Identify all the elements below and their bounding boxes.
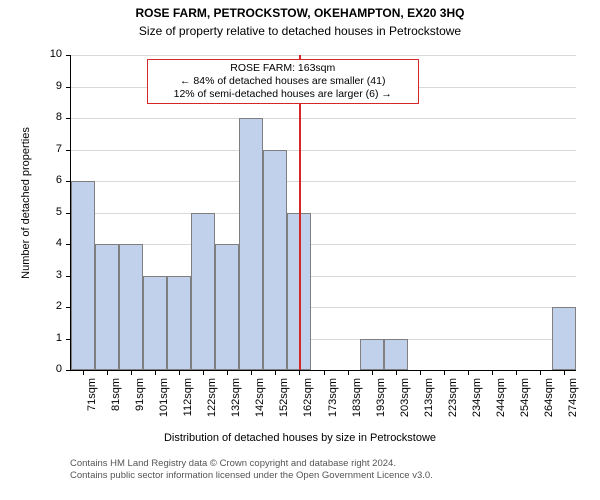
y-tick-mark xyxy=(66,150,71,151)
gridline xyxy=(71,181,576,182)
y-tick-label: 8 xyxy=(32,111,62,123)
x-tick-mark xyxy=(155,370,156,375)
histogram-bar xyxy=(191,213,215,371)
callout-line: ← 84% of detached houses are smaller (41… xyxy=(152,75,414,88)
x-tick-label: 183sqm xyxy=(351,378,363,438)
x-tick-label: 193sqm xyxy=(375,378,387,438)
x-tick-label: 173sqm xyxy=(327,378,339,438)
x-tick-mark xyxy=(420,370,421,375)
chart-title: ROSE FARM, PETROCKSTOW, OKEHAMPTON, EX20… xyxy=(0,6,600,20)
x-tick-label: 264sqm xyxy=(543,378,555,438)
callout-box: ROSE FARM: 163sqm← 84% of detached house… xyxy=(147,59,419,104)
x-tick-label: 213sqm xyxy=(423,378,435,438)
gridline xyxy=(71,213,576,214)
y-tick-mark xyxy=(66,87,71,88)
x-tick-mark xyxy=(324,370,325,375)
gridline xyxy=(71,150,576,151)
x-tick-mark xyxy=(83,370,84,375)
x-tick-label: 254sqm xyxy=(519,378,531,438)
y-axis-label: Number of detached properties xyxy=(20,103,32,303)
x-tick-label: 122sqm xyxy=(206,378,218,438)
x-tick-mark xyxy=(251,370,252,375)
x-tick-mark xyxy=(227,370,228,375)
y-tick-label: 10 xyxy=(32,48,62,60)
histogram-bar xyxy=(167,276,191,371)
x-tick-label: 223sqm xyxy=(447,378,459,438)
histogram-bar xyxy=(215,244,239,370)
footer: Contains HM Land Registry data © Crown c… xyxy=(70,458,600,482)
histogram-bar xyxy=(71,181,95,370)
histogram-bar xyxy=(384,339,408,371)
x-tick-mark xyxy=(516,370,517,375)
x-tick-label: 274sqm xyxy=(567,378,579,438)
histogram-bar xyxy=(119,244,143,370)
chart-subtitle: Size of property relative to detached ho… xyxy=(0,24,600,38)
y-tick-label: 4 xyxy=(32,237,62,249)
y-tick-label: 2 xyxy=(32,300,62,312)
gridline xyxy=(71,244,576,245)
x-tick-label: 162sqm xyxy=(302,378,314,438)
gridline xyxy=(71,118,576,119)
gridline xyxy=(71,55,576,56)
x-tick-mark xyxy=(131,370,132,375)
x-tick-mark xyxy=(348,370,349,375)
x-tick-mark xyxy=(107,370,108,375)
y-tick-label: 6 xyxy=(32,174,62,186)
y-tick-label: 5 xyxy=(32,206,62,218)
histogram-bar xyxy=(263,150,287,371)
x-tick-label: 101sqm xyxy=(158,378,170,438)
x-tick-label: 71sqm xyxy=(86,378,98,438)
footer-line2: Contains public sector information licen… xyxy=(70,470,600,482)
y-tick-mark xyxy=(66,118,71,119)
x-tick-mark xyxy=(179,370,180,375)
y-tick-label: 7 xyxy=(32,143,62,155)
histogram-bar xyxy=(143,276,167,371)
histogram-bar xyxy=(95,244,119,370)
x-tick-label: 132sqm xyxy=(230,378,242,438)
chart-container: ROSE FARM, PETROCKSTOW, OKEHAMPTON, EX20… xyxy=(0,0,600,500)
x-tick-mark xyxy=(372,370,373,375)
x-tick-label: 142sqm xyxy=(254,378,266,438)
histogram-bar xyxy=(239,118,263,370)
y-tick-mark xyxy=(66,55,71,56)
histogram-bar xyxy=(360,339,384,371)
y-tick-label: 0 xyxy=(32,363,62,375)
x-tick-label: 203sqm xyxy=(399,378,411,438)
x-tick-label: 244sqm xyxy=(495,378,507,438)
x-tick-label: 234sqm xyxy=(471,378,483,438)
x-tick-mark xyxy=(492,370,493,375)
footer-line1: Contains HM Land Registry data © Crown c… xyxy=(70,458,600,470)
x-tick-mark xyxy=(203,370,204,375)
x-tick-mark xyxy=(396,370,397,375)
plot-area: ROSE FARM: 163sqm← 84% of detached house… xyxy=(70,55,576,371)
callout-line: 12% of semi-detached houses are larger (… xyxy=(152,88,414,101)
x-tick-label: 152sqm xyxy=(278,378,290,438)
x-tick-label: 91sqm xyxy=(134,378,146,438)
histogram-bar xyxy=(552,307,576,370)
y-tick-label: 3 xyxy=(32,269,62,281)
callout-line: ROSE FARM: 163sqm xyxy=(152,62,414,75)
x-tick-label: 81sqm xyxy=(110,378,122,438)
x-tick-mark xyxy=(540,370,541,375)
x-tick-mark xyxy=(468,370,469,375)
y-tick-label: 9 xyxy=(32,80,62,92)
x-tick-label: 112sqm xyxy=(182,378,194,438)
x-tick-mark xyxy=(444,370,445,375)
x-tick-mark xyxy=(275,370,276,375)
y-tick-mark xyxy=(66,370,71,371)
y-tick-label: 1 xyxy=(32,332,62,344)
x-tick-mark xyxy=(299,370,300,375)
x-tick-mark xyxy=(564,370,565,375)
